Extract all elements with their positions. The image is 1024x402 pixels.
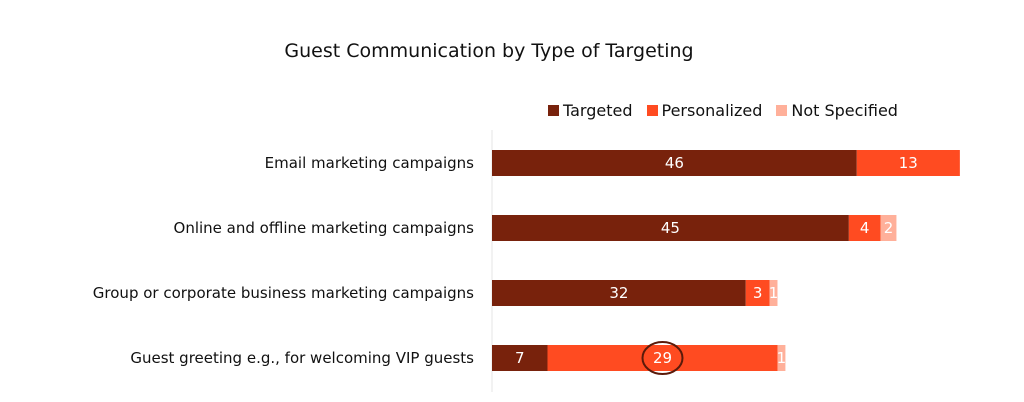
data-label: 4 <box>860 219 870 237</box>
bar-segment <box>492 345 548 371</box>
legend-label: Targeted <box>563 101 633 120</box>
data-label: 1 <box>777 349 787 367</box>
legend: Targeted Personalized Not Specified <box>548 101 898 120</box>
bar-segment <box>547 345 778 371</box>
bar-segment <box>880 215 897 241</box>
data-label: 7 <box>515 349 525 367</box>
category-label: Guest greeting e.g., for welcoming VIP g… <box>130 349 474 367</box>
legend-label: Not Specified <box>791 101 898 120</box>
category-label: Email marketing campaigns <box>265 154 475 172</box>
bar-segment <box>492 280 746 306</box>
bar-segment <box>745 280 770 306</box>
legend-item-targeted: Targeted <box>548 101 633 120</box>
legend-item-not-specified: Not Specified <box>776 101 898 120</box>
data-label: 46 <box>665 154 684 172</box>
bar-segment <box>777 345 786 371</box>
bar-segment <box>856 150 960 176</box>
bar-segment <box>848 215 881 241</box>
bar-segment <box>769 280 778 306</box>
data-label: 29 <box>653 349 672 367</box>
category-label: Online and offline marketing campaigns <box>174 219 475 237</box>
data-label: 3 <box>753 284 763 302</box>
legend-item-personalized: Personalized <box>646 101 763 120</box>
highlight-circle <box>641 341 684 375</box>
data-label: 45 <box>661 219 680 237</box>
legend-swatch <box>646 105 658 116</box>
legend-swatch <box>776 105 788 116</box>
legend-label: Personalized <box>661 101 763 120</box>
legend-swatch <box>548 105 559 116</box>
data-label: 2 <box>884 219 894 237</box>
data-label: 13 <box>899 154 918 172</box>
data-label: 1 <box>769 284 779 302</box>
bar-segment <box>492 215 849 241</box>
data-label: 32 <box>609 284 628 302</box>
chart-title: Guest Communication by Type of Targeting <box>284 40 694 62</box>
bar-segment <box>492 150 857 176</box>
category-label: Group or corporate business marketing ca… <box>93 284 474 302</box>
